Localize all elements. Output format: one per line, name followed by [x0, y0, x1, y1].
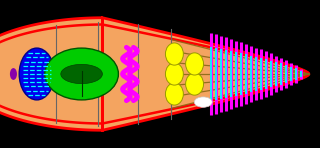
Ellipse shape — [61, 64, 102, 84]
Polygon shape — [0, 18, 309, 130]
Ellipse shape — [194, 97, 212, 107]
Ellipse shape — [19, 48, 54, 100]
Ellipse shape — [165, 43, 183, 65]
Ellipse shape — [186, 73, 204, 95]
Ellipse shape — [45, 48, 118, 100]
Ellipse shape — [165, 63, 183, 85]
Ellipse shape — [186, 53, 204, 75]
Ellipse shape — [10, 68, 17, 80]
Ellipse shape — [165, 83, 183, 105]
